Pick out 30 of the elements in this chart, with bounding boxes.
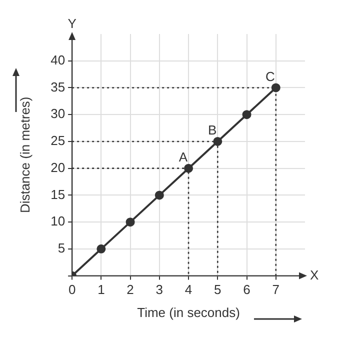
point [126, 218, 135, 227]
point [184, 164, 194, 173]
y-tick-label: 20 [50, 160, 66, 175]
x-tick-label: 0 [68, 282, 76, 298]
x-tick-label: 3 [156, 282, 164, 298]
x-tick-label: 2 [126, 282, 134, 298]
text: Y [68, 16, 77, 32]
point [154, 190, 164, 200]
y-axis-title: Distance (in metres) [17, 96, 32, 214]
x-tick-label: 1 [98, 282, 105, 298]
annotation: A [178, 149, 188, 164]
y-tick-label: 10 [50, 214, 66, 229]
x-tick-label: 5 [214, 282, 222, 298]
point [271, 83, 280, 92]
y-tick-label: 25 [50, 133, 66, 148]
x-tick-label: 7 [272, 282, 280, 298]
text: X [310, 267, 319, 282]
annotation: B [208, 122, 217, 138]
x-tick-label: 4 [184, 282, 192, 298]
y-tick-label: 30 [50, 106, 66, 122]
y-tick-label: 35 [50, 79, 66, 94]
y-tick-label: 5 [58, 240, 66, 256]
y-tick-label: 40 [50, 52, 66, 68]
x-tick-label: 6 [243, 282, 250, 298]
x-axis-title: Time (in seconds) [137, 304, 240, 320]
point [96, 244, 106, 254]
annotation: C [265, 68, 275, 84]
y-tick-label: 15 [50, 186, 66, 202]
point [213, 136, 222, 146]
point [242, 110, 252, 120]
